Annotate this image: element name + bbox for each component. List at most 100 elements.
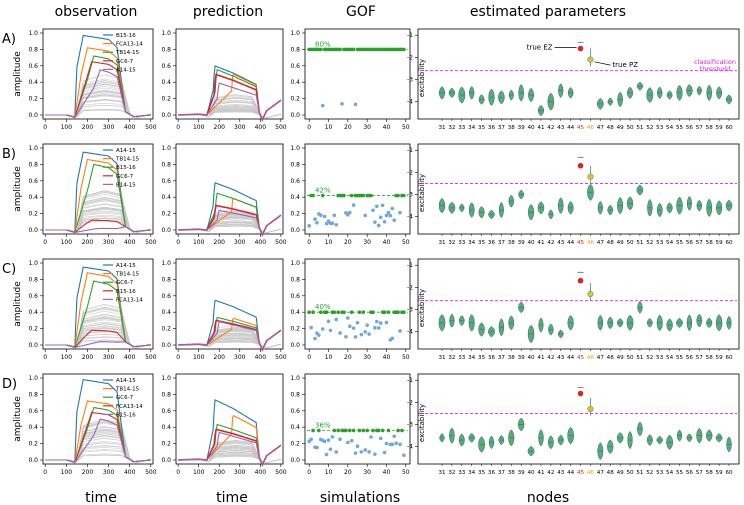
x-tick-label: 0 [176,354,180,361]
x-tick-label: 50 [402,354,410,361]
x-tick-label: 42 [547,355,554,361]
x-tick-label: 31 [438,125,446,131]
y-tick-label: 0.6 [290,178,300,185]
y-tick-label: 0.0 [28,457,38,464]
x-tick-label: 0 [43,239,47,246]
x-tick-label: 50 [626,240,634,246]
x-tick-label: 46 [587,355,595,361]
x-tick-label: 10 [325,124,333,131]
gof-point [363,448,368,452]
x-tick-label: 100 [61,239,73,246]
arrow-pz [594,61,611,66]
gof-point [384,441,389,446]
y-tick-label: 0.8 [290,391,300,398]
gof-plot: 0.0 0.2 0.4 0.6 0.8 1.0 0 10 20 30 40 50 36% [290,373,411,476]
plot-frame [175,28,284,120]
gof-plot: 0.0 0.2 0.4 0.6 0.8 1.0 0 10 20 30 40 50 40% [290,258,411,361]
gof-point [326,319,331,324]
y-tick-label: 0.6 [28,293,38,300]
y-tick-label: 0.2 [28,96,38,103]
x-tick-label: 500 [275,469,287,476]
gof-point [326,438,331,443]
gof-point-good [347,428,352,433]
y-tick-label: 0.6 [28,63,38,70]
x-tick-label: 34 [468,355,476,361]
x-tick-label: 59 [716,125,724,131]
gof-percent: 36% [315,421,331,429]
y-tick-label: -4 [407,99,413,106]
gof-point [390,206,395,211]
signal-trace [178,82,282,122]
gof-point [378,436,383,441]
x-tick-label: 56 [686,470,694,476]
y-tick-label: 0.4 [28,79,38,86]
y-tick-label: 0.8 [161,46,171,53]
x-tick-label: 52 [646,355,653,361]
y-tick-label: 1.0 [161,145,171,152]
x-tick-label: 55 [676,125,684,131]
x-tick-label: 400 [124,469,136,476]
x-tick-label: 0 [176,239,180,246]
y-tick-label: 0.6 [161,293,171,300]
x-tick-label: 0 [307,354,311,361]
x-tick-label: 55 [676,240,684,246]
signal-trace [45,55,151,119]
gof-point [398,329,402,333]
x-tick-label: 44 [567,470,575,476]
gof-point-good [402,193,406,198]
y-tick-label: 0.0 [290,112,300,119]
gof-point-good [338,47,342,52]
x-tick-label: 34 [468,470,476,476]
plot-frame [417,373,740,465]
row-label: A) [2,32,16,47]
y-tick-label: 0.8 [28,46,38,53]
plot-frame [304,258,411,350]
x-tick-label: 47 [597,240,605,246]
x-tick-label: 31 [438,240,446,246]
gof-point-good [324,310,329,315]
gof-point [390,336,395,341]
gof-point-good [371,428,375,433]
gof-point-good [311,193,315,198]
y-tick-label: 0.4 [161,194,171,201]
x-tick-label: 49 [617,355,625,361]
column-title: GOF [346,4,376,20]
gof-point-good [351,47,356,52]
y-tick-label: 0.6 [290,408,300,415]
gof-point [388,213,393,218]
legend-label: TB14-15 [115,50,140,56]
gof-point [318,213,323,218]
y-tick-label: 0.6 [290,63,300,70]
y-tick-label: -1 [407,32,413,39]
gof-point-good [396,310,400,315]
plot-frame [42,143,154,235]
legend-label: GC6-7 [116,395,134,401]
ez-marker [577,277,584,284]
y-tick-label: 0.4 [161,309,171,316]
gof-point-good [311,310,315,315]
y-tick-label: 0.4 [290,424,300,431]
gof-point [376,223,381,228]
gof-point [309,437,313,442]
x-tick-label: 48 [607,355,615,361]
x-tick-label: 0 [307,469,311,476]
x-tick-label: 50 [626,470,634,476]
gof-point [353,335,358,339]
y-tick-label: 0.8 [28,391,38,398]
x-tick-label: 39 [518,470,526,476]
x-tick-label: 36 [488,470,496,476]
legend-label: A14-15 [116,67,136,73]
gof-point [309,325,313,330]
y-tick-label: 0.6 [290,293,300,300]
gof-point [315,220,319,225]
x-tick-label: 33 [458,125,466,131]
x-tick-label: 42 [547,470,554,476]
gof-point [384,320,389,325]
x-tick-label: 40 [383,354,391,361]
gof-point-good [349,193,354,198]
gof-point [338,437,342,441]
y-tick-label: 0.4 [161,79,171,86]
y-tick-label: 1.0 [28,145,38,152]
x-tick-label: 100 [193,469,205,476]
x-tick-label: 41 [537,240,545,246]
